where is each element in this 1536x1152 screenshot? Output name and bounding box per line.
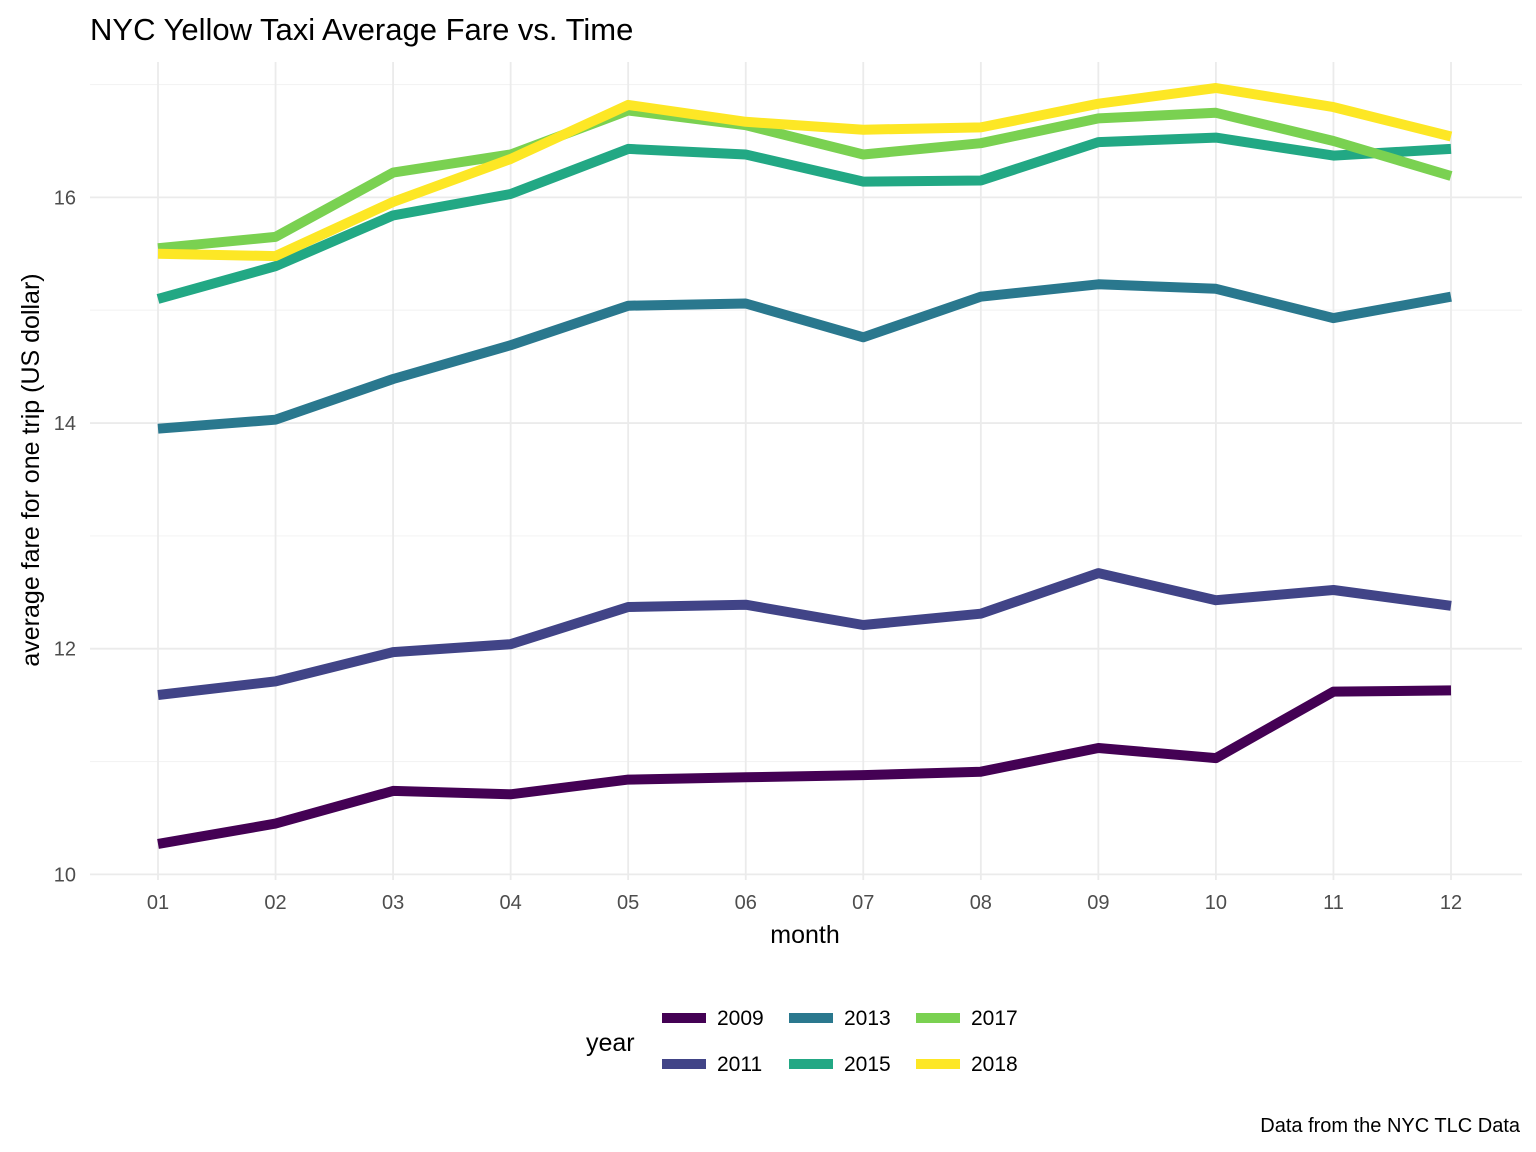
series-line-2013 <box>157 279 1452 434</box>
legend-label: 2018 <box>971 1053 1018 1076</box>
x-tick-label: 01 <box>147 892 169 914</box>
legend-label: 2009 <box>717 1007 764 1030</box>
y-tick-label: 12 <box>54 639 76 661</box>
legend-title: year <box>586 1029 635 1057</box>
legend-key-2015 <box>789 1059 833 1069</box>
legend-key-2013 <box>789 1013 833 1023</box>
x-tick-label: 07 <box>852 892 874 914</box>
series-line-2018 <box>157 83 1453 262</box>
x-tick-label: 03 <box>382 892 404 914</box>
x-tick-label: 05 <box>617 892 639 914</box>
legend-item-2018: 2018 <box>916 1053 1018 1076</box>
x-tick-label: 10 <box>1205 892 1227 914</box>
legend-item-2009: 2009 <box>662 1007 764 1030</box>
y-tick-label: 14 <box>54 413 76 435</box>
x-axis-title: month <box>770 921 839 949</box>
x-tick-label: 06 <box>735 892 757 914</box>
legend-label: 2013 <box>844 1007 891 1030</box>
y-axis-ticks: 10 12 14 16 <box>54 187 76 886</box>
chart-title: NYC Yellow Taxi Average Fare vs. Time <box>90 12 633 47</box>
grid <box>90 62 1522 880</box>
series-line-2015 <box>156 132 1452 304</box>
series-line-2017 <box>157 105 1453 254</box>
legend-item-2013: 2013 <box>789 1007 891 1030</box>
x-tick-label: 11 <box>1323 892 1344 914</box>
x-axis-ticks: 01 02 03 04 05 06 07 08 09 10 11 12 <box>147 892 1462 914</box>
x-tick-label: 09 <box>1087 892 1109 914</box>
series-line-2011 <box>157 568 1452 700</box>
legend-label: 2017 <box>971 1007 1018 1030</box>
x-tick-label: 08 <box>970 892 992 914</box>
x-tick-label: 12 <box>1440 892 1462 914</box>
y-tick-label: 10 <box>54 864 76 886</box>
legend: year 2009 2013 2017 2011 2015 2018 <box>586 1007 1018 1076</box>
legend-key-2017 <box>916 1013 960 1023</box>
legend-key-2011 <box>662 1059 706 1069</box>
series-lines <box>156 83 1453 849</box>
legend-label: 2015 <box>844 1053 891 1076</box>
legend-item-2011: 2011 <box>662 1053 762 1076</box>
x-tick-label: 04 <box>500 892 522 914</box>
x-tick-label: 02 <box>264 892 286 914</box>
series-line-2009 <box>157 685 1452 849</box>
y-axis-title: average fare for one trip (US dollar) <box>17 273 45 666</box>
y-tick-label: 16 <box>54 187 76 209</box>
legend-key-2018 <box>916 1059 960 1069</box>
legend-key-2009 <box>662 1013 706 1023</box>
legend-item-2015: 2015 <box>789 1053 891 1076</box>
legend-item-2017: 2017 <box>916 1007 1018 1030</box>
caption: Data from the NYC TLC Data <box>1260 1115 1521 1137</box>
legend-label: 2011 <box>717 1053 762 1076</box>
